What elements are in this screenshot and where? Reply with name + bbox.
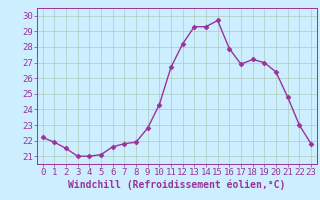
X-axis label: Windchill (Refroidissement éolien,°C): Windchill (Refroidissement éolien,°C) xyxy=(68,180,285,190)
